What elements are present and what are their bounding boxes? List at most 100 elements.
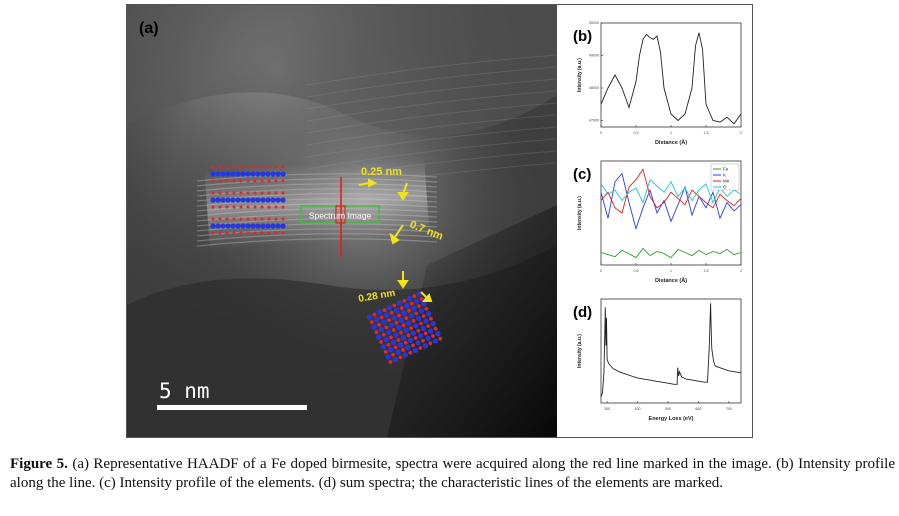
x-tick-label: 1.5 [704, 269, 709, 273]
atom-dot [413, 336, 418, 340]
atom-dot [438, 336, 443, 341]
atom-dot [380, 344, 387, 350]
atom-dot [386, 305, 393, 311]
atom-dot [218, 191, 222, 195]
atom-dot [239, 165, 243, 169]
atom-dot [267, 191, 271, 195]
atom-dot [392, 356, 399, 363]
atom-dot [415, 340, 421, 346]
atom-dot [267, 205, 271, 209]
atom-dot [383, 336, 389, 343]
atom-dot [402, 352, 409, 358]
atom-dot [392, 303, 397, 308]
atom-dot [218, 217, 222, 221]
atom-dot [225, 171, 231, 177]
caption-text: (a) Representative HAADF of a Fe doped b… [10, 456, 896, 491]
atom-dot [260, 171, 266, 177]
atom-dot [230, 223, 236, 229]
atom-dot [396, 300, 403, 306]
series-line-0 [600, 32, 742, 125]
atom-dot [232, 231, 236, 235]
atom-dot [274, 231, 278, 235]
x-axis-label: Distance (Å) [655, 277, 687, 284]
y-tick-label: 50000 [589, 21, 599, 25]
series-line-Mn [600, 168, 742, 214]
atom-dot [281, 191, 285, 195]
atom-dot [425, 311, 432, 317]
atom-dot [260, 231, 264, 235]
atom-dot [419, 321, 423, 326]
atom-dot [416, 328, 421, 333]
atom-dot [220, 223, 226, 229]
atom-dot [239, 179, 243, 183]
atom-dot [405, 344, 411, 351]
x-tick-label: 2 [740, 131, 742, 135]
atom-dot [423, 318, 429, 324]
atom-dot [215, 223, 221, 229]
atom-dot [393, 345, 398, 350]
atom-dot [210, 171, 216, 177]
atom-dot [218, 165, 222, 169]
series-line-O [600, 178, 742, 204]
atom-dot [240, 197, 246, 203]
atom-dot [274, 165, 278, 169]
atom-dot [414, 311, 419, 316]
atom-dot [250, 171, 256, 177]
atom-dot [428, 341, 433, 346]
atom-dot [384, 325, 389, 330]
atom-dot [220, 197, 226, 203]
atom-dot [374, 330, 379, 334]
atom-dot [407, 308, 411, 313]
atom-dot [385, 354, 391, 360]
caption-figure-number: Figure 5. [10, 456, 68, 472]
atom-dot [394, 320, 399, 325]
x-tick-label: 0.5 [634, 269, 639, 273]
panel-label: (c) [573, 166, 591, 183]
atom-dot [267, 165, 271, 169]
atom-dot [398, 355, 403, 360]
atom-dot [381, 319, 387, 326]
x-axis-label: Energy Loss (eV) [649, 416, 694, 422]
atom-dot [239, 231, 243, 235]
atom-dot [232, 179, 236, 183]
atom-dot [253, 191, 257, 195]
atom-dot [281, 217, 285, 221]
legend-entry: K [723, 173, 726, 178]
atom-dot [250, 197, 256, 203]
atom-dot [232, 205, 236, 209]
atom-dot [246, 191, 250, 195]
atom-dot [427, 328, 434, 334]
atom-dot [255, 171, 261, 177]
x-tick-label: 1 [670, 131, 672, 135]
atom-dot [418, 346, 423, 350]
atom-dot [235, 171, 241, 177]
x-tick-label: 2 [740, 269, 742, 273]
x-tick-label: 1 [670, 269, 672, 273]
atom-dot [398, 317, 405, 324]
series-line-K [600, 172, 742, 231]
atom-dot [406, 333, 411, 338]
atom-dot [412, 294, 417, 299]
atom-dot [260, 205, 264, 209]
atom-dot [409, 326, 413, 330]
x-tick-label: 500 [665, 407, 671, 411]
atom-dot [387, 318, 391, 322]
atom-dot [239, 217, 243, 221]
atom-dot [372, 312, 377, 317]
atom-dot [430, 321, 436, 327]
panel-label: (d) [573, 304, 592, 321]
atom-dot [267, 217, 271, 221]
atom-dot [274, 217, 278, 221]
figure-frame: Spectrum Image 0.25 nm 0.7 nm 0.28 nm (a… [126, 4, 753, 438]
panel-label: (b) [573, 28, 592, 45]
x-tick-label: 600 [695, 407, 701, 411]
atom-dot [232, 165, 236, 169]
panel-d-chart: 300 400 500 600 700 Energy Loss (eV) Intensity… [573, 298, 742, 422]
atom-dot [211, 205, 215, 209]
atom-dot [417, 333, 424, 339]
series-line-0 [600, 303, 742, 397]
x-tick-label: 1.5 [704, 131, 709, 135]
atom-dot [401, 310, 407, 316]
atom-dot [376, 334, 382, 340]
atom-dot [270, 171, 276, 177]
